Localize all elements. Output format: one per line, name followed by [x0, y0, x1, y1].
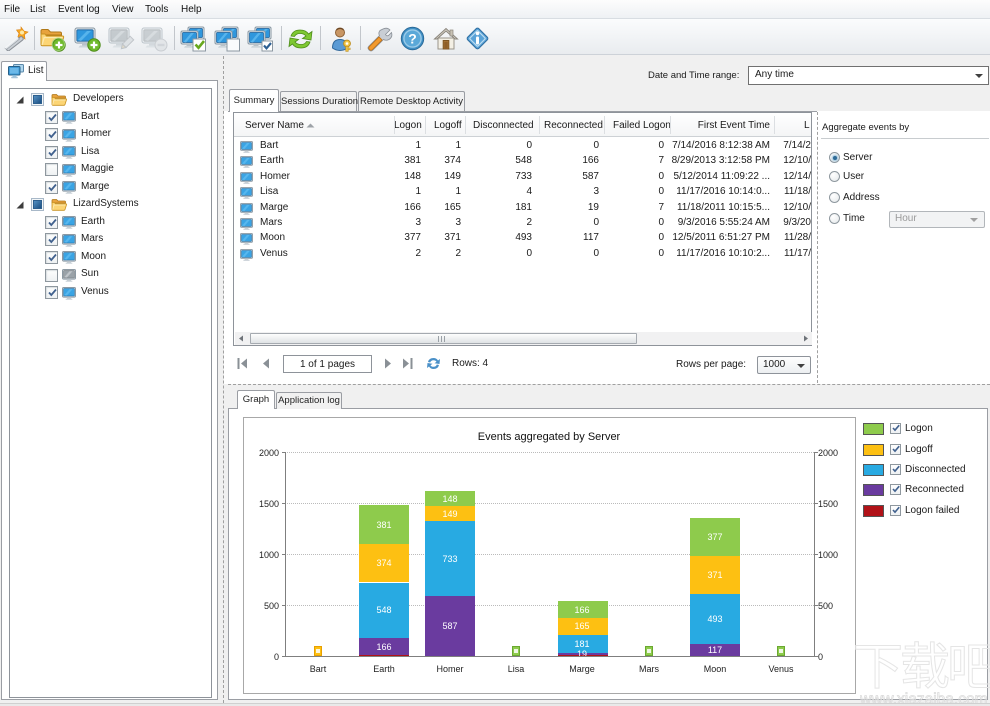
svg-text:?: ? [408, 31, 417, 47]
